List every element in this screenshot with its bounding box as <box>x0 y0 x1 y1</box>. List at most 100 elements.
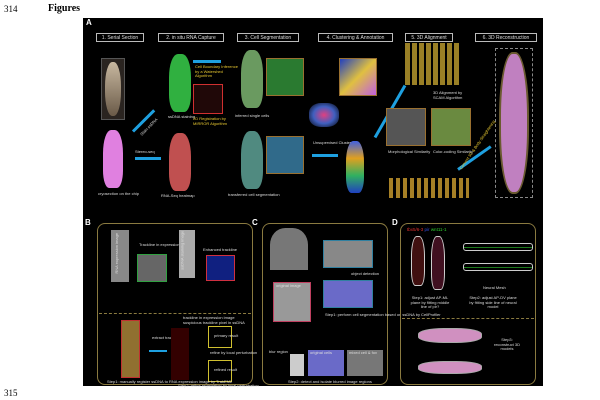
side-model-2 <box>463 263 533 271</box>
panel-d-step2: Step2: adjust AP-DV plane by fitting sid… <box>469 295 517 310</box>
inferred-caption: inferred single cells <box>235 113 270 118</box>
legend-suspicious: suspicious trackline pixel in ssDNA <box>183 320 245 325</box>
color-label: Color-coding Similarity <box>433 149 474 154</box>
panel-d-divider <box>402 318 534 319</box>
panel-b-divider <box>99 313 251 314</box>
registration-inset <box>193 84 223 114</box>
cells-label: original cells <box>310 350 333 355</box>
step-5-box: 5. 3D Alignment <box>405 33 453 42</box>
panel-c-step2: Step2: detect and isolate blurred image … <box>288 379 372 384</box>
neural-mesh-label: Neural Mesh <box>483 285 506 290</box>
step-3-box: 3. Cell Segmentation <box>237 33 299 42</box>
primary-result: primary result <box>208 326 238 348</box>
ssdna-img-label: ssDNA staining image <box>179 230 185 270</box>
ssdna-staining-image <box>179 230 195 278</box>
zoom-inset <box>323 240 373 268</box>
rna-expression-image <box>111 230 129 282</box>
step-2-box: 2. in situ RNA Capture <box>158 33 224 42</box>
transferred-caption: transferred cell segmentation <box>228 192 280 197</box>
panel-d-step1: Step1: adjust AP-ML plane by fitting mid… <box>410 295 450 310</box>
step-6-box: 6. 3D Reconstruction <box>475 33 537 42</box>
step-4-box: 4. Clustering & Annotation <box>318 33 393 42</box>
ssdna-caption: ssDNA staining <box>168 114 196 119</box>
panel-d <box>400 223 536 385</box>
trackline-label: Trackline in expression image <box>139 242 192 247</box>
refine-label: refine by local perturbation <box>210 350 258 355</box>
panel-d-label: D <box>392 218 398 227</box>
gene-wnt: wnt11-1 <box>430 227 447 232</box>
gene-legend: tbx5/6-3 pir wnt11-1 <box>407 227 447 233</box>
panel-c <box>262 223 388 385</box>
clustering-label: Unsupervised Clustering <box>313 140 357 145</box>
mixed-label: mixed cell & fov <box>349 350 378 355</box>
enhanced-label: Enhanced trackline <box>203 247 238 252</box>
arrow-cluster <box>312 154 338 157</box>
arrow-stereo <box>135 157 161 160</box>
clustered-section <box>346 141 364 193</box>
segmentation-result <box>323 280 373 308</box>
rnaseq-image <box>169 133 191 191</box>
inferred-cells-image <box>241 50 263 108</box>
primary-label: primary result <box>214 333 239 338</box>
cryosection-caption: cryosection on the chip <box>98 191 139 196</box>
panel-b <box>97 223 253 385</box>
registered-image <box>121 320 140 378</box>
tissue-gray-image <box>270 228 308 270</box>
line-number-top: 314 <box>4 4 18 14</box>
original-cells-image: original cells <box>308 350 344 376</box>
original-image: original image <box>273 282 311 322</box>
section-stack-image <box>405 43 461 85</box>
panel-c-step1: Step1: perform cell segmentation based o… <box>325 312 441 317</box>
legend-trackline: trackline in expression image <box>183 315 235 320</box>
watershed-label: Cell Boundary Inference by a Watershed A… <box>195 64 238 79</box>
morph-label: Morphological Similarity <box>388 149 431 154</box>
rna-img-label: RNA expression image <box>114 232 120 274</box>
enhanced-inset <box>206 255 235 281</box>
ssdna-image <box>169 54 191 112</box>
figure: A 1. Serial Section 2. in situ RNA Captu… <box>83 18 543 388</box>
segmentation-inset-1 <box>266 58 304 96</box>
arrow-extract <box>149 350 167 352</box>
panel-d-step3: Step3: reconstruct 3D models <box>493 337 520 352</box>
transferred-cells-image <box>241 131 263 189</box>
side-model-1 <box>463 243 533 251</box>
original-label: original image <box>276 283 301 288</box>
aligned-stack-image <box>389 178 469 198</box>
mirror-label: 2D Registration by MIRROR Algorithm <box>193 116 228 126</box>
stereo-label: Stereo-seq <box>135 149 155 154</box>
refined-result: refined result <box>208 360 237 382</box>
panel-b-step1: Step1: manually register ssDNA to RNA ex… <box>107 379 233 384</box>
step-1-box: 1. Serial Section <box>96 33 144 42</box>
model-3d-2 <box>418 361 482 374</box>
refined-label: refined result <box>214 367 238 372</box>
trackline-inset <box>137 254 167 282</box>
rnaseq-caption: RNA-Seq heatmap <box>161 193 195 198</box>
tissue-block-image <box>101 58 125 120</box>
detect-label: object detection <box>351 271 380 276</box>
segmentation-inset-2 <box>266 136 304 174</box>
scam-label: 3D Alignment by SCAM Algorithm <box>433 90 463 100</box>
panel-a-label: A <box>86 18 92 27</box>
model-3d-1 <box>418 328 482 343</box>
panel-c-label: C <box>252 218 258 227</box>
cryosection-image <box>103 130 123 188</box>
cluster-inset <box>339 58 377 96</box>
blur-region-image <box>269 354 304 376</box>
blur-label: blur region <box>269 349 288 354</box>
gene-tbx: tbx5/6-3 <box>407 227 424 232</box>
reconstruction-frame <box>495 48 533 198</box>
section-heading: Figures <box>48 3 81 14</box>
planarian-right <box>431 236 445 290</box>
extract-label: extract tracklines <box>152 335 183 340</box>
color-similarity-image <box>431 108 471 146</box>
trackline-image <box>171 328 189 380</box>
mixed-cells-image: mixed cell & fov <box>347 350 383 376</box>
panel-b-step2: Step2: refine registration by local pert… <box>178 383 259 388</box>
umap-image <box>309 103 339 127</box>
panel-b-label: B <box>85 218 91 227</box>
gene-pir: pir <box>424 227 430 232</box>
line-number-bottom: 315 <box>4 388 18 398</box>
arrow-watershed <box>193 60 221 63</box>
planarian-left <box>411 236 425 286</box>
morph-similarity-image <box>386 108 426 146</box>
